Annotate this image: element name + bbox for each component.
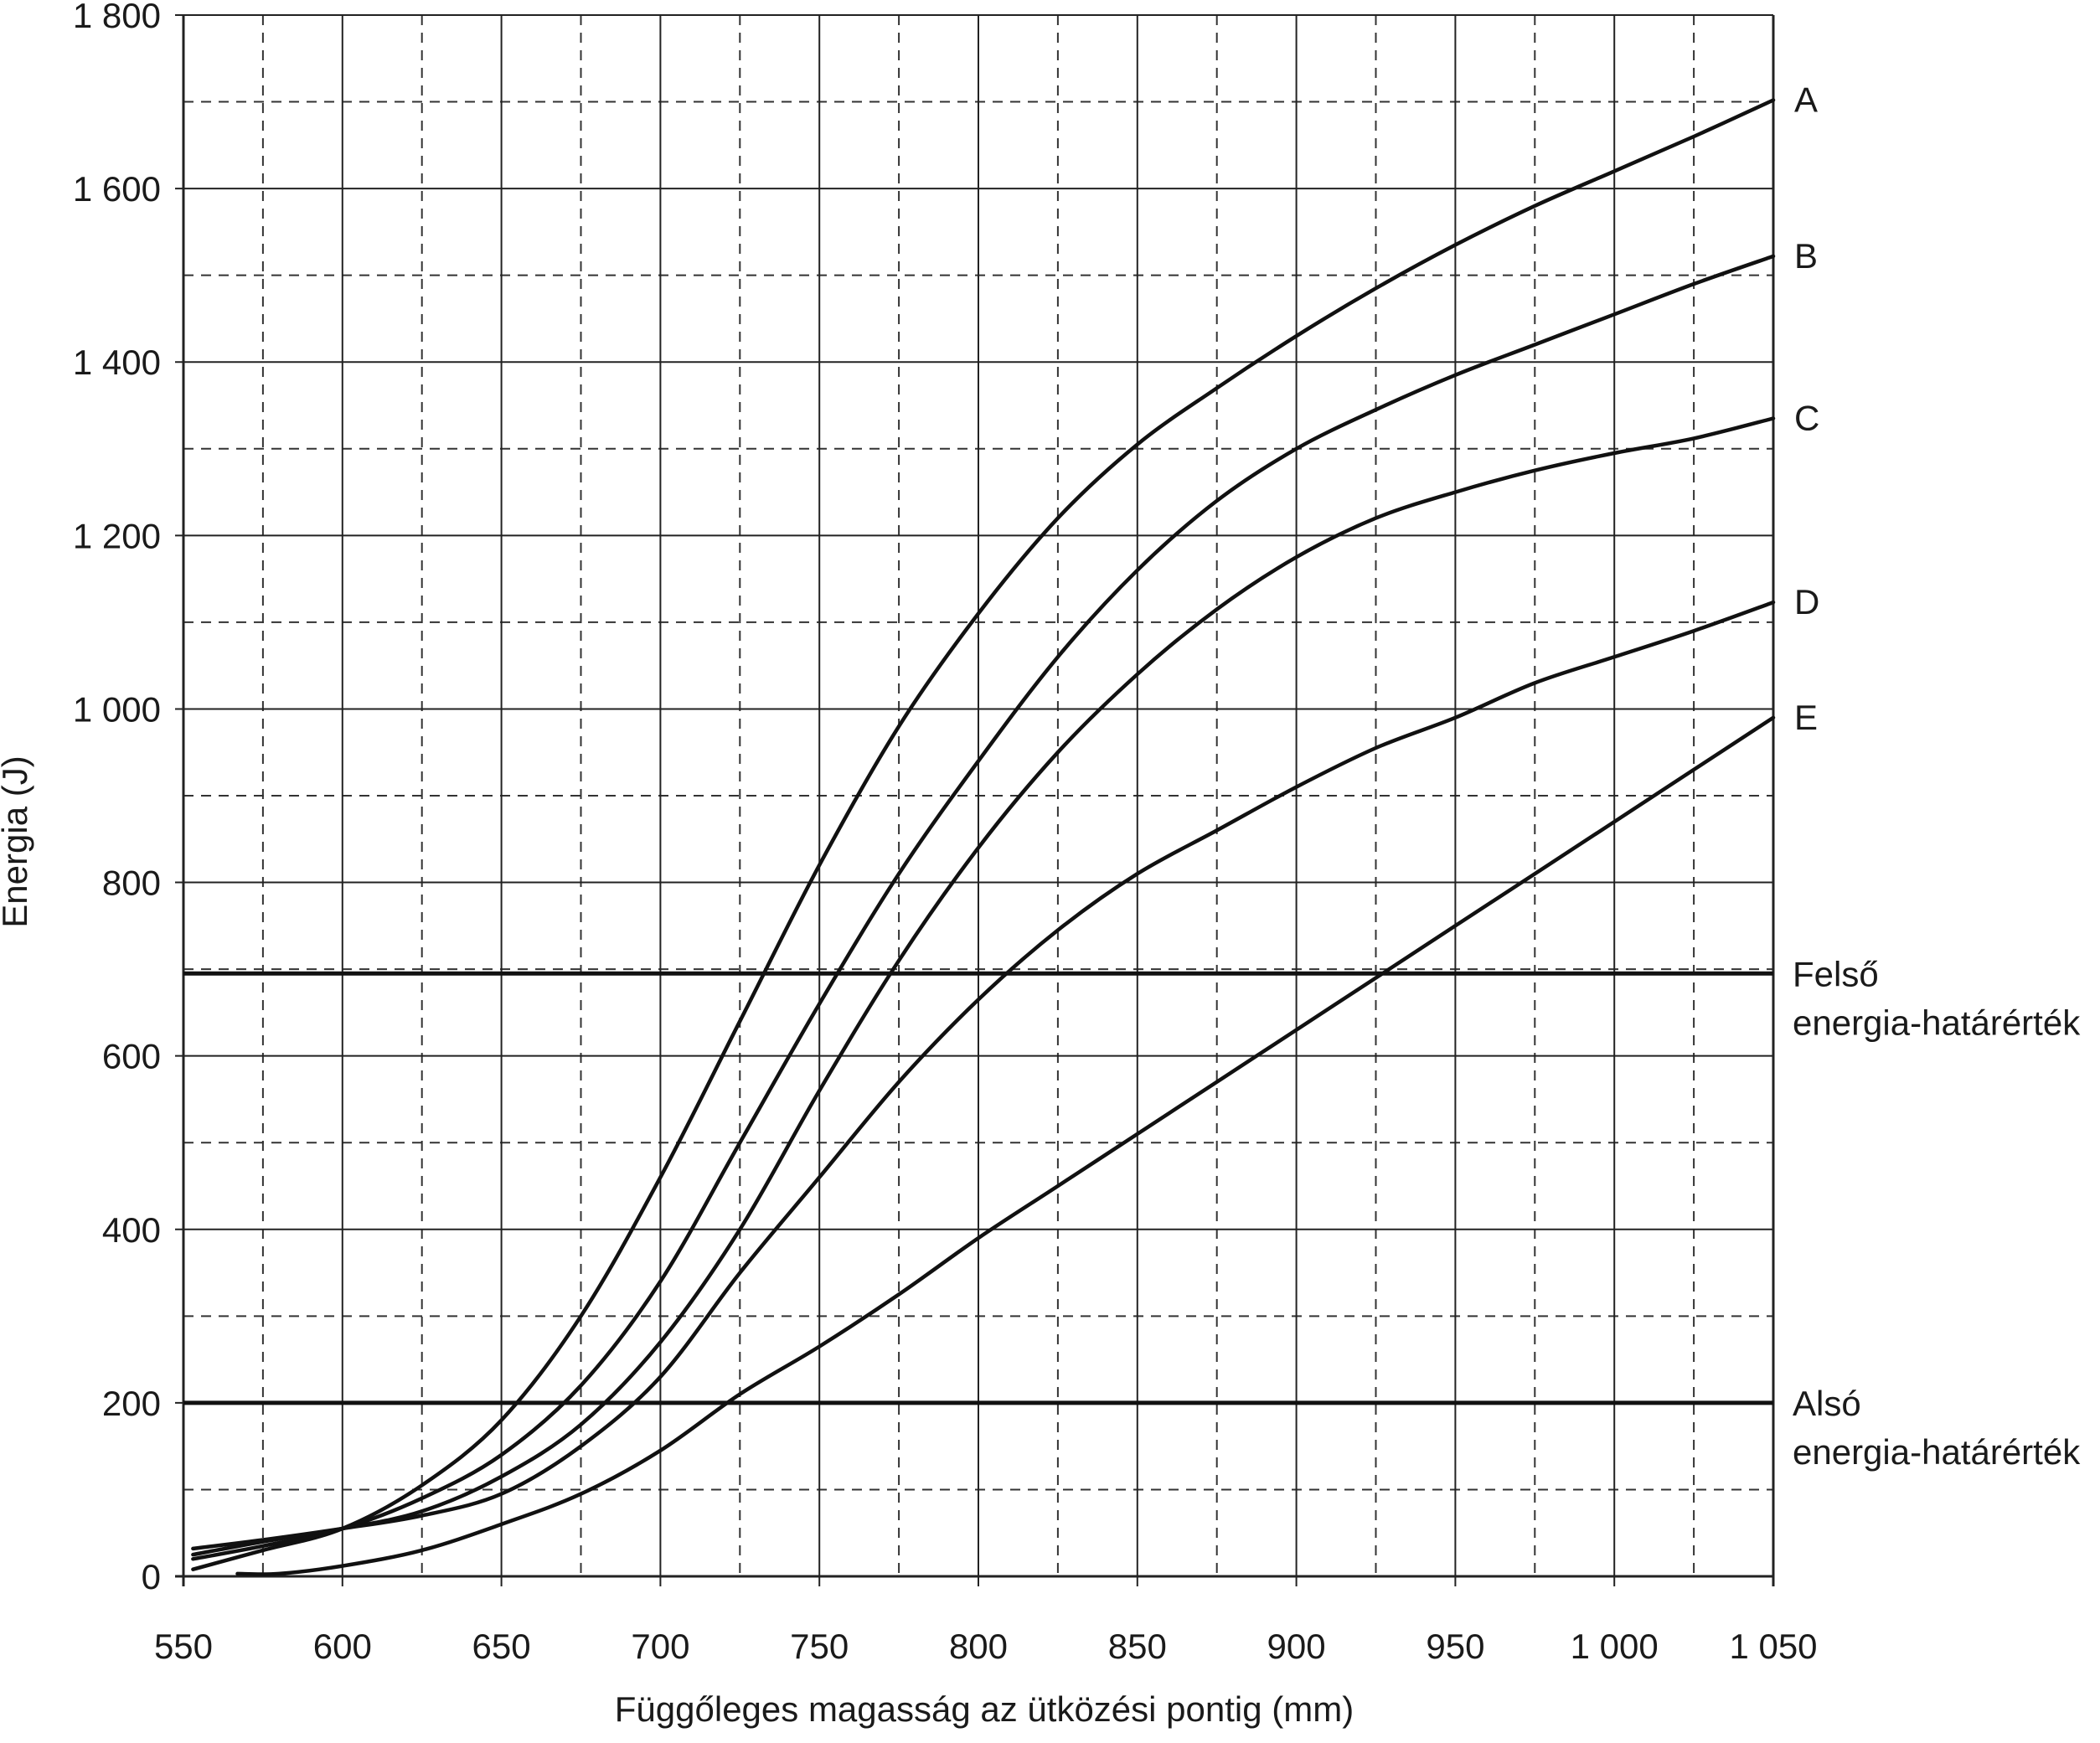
x-tick-label: 1 000 <box>1571 1627 1659 1666</box>
series-line-a <box>191 98 1776 1571</box>
reference-label-line1: Alsó <box>1793 1384 1861 1423</box>
y-tick-label: 200 <box>102 1384 161 1423</box>
x-tick-labels: 550 600 650 700 750 800 850 900 950 1 000 1 050 <box>154 1627 1818 1666</box>
y-tick-label: 0 <box>142 1557 161 1596</box>
x-tick-label: 800 <box>949 1627 1008 1666</box>
series-line-c <box>191 416 1776 1557</box>
series-label-b: B <box>1794 236 1818 276</box>
major-gridlines <box>175 14 1775 1586</box>
reference-label-line1: Felső <box>1793 954 1879 993</box>
y-tick-label: 1 400 <box>73 343 161 382</box>
x-tick-label: 700 <box>631 1627 689 1666</box>
y-axis-title: Energia (J) <box>0 755 34 927</box>
y-tick-labels: 0 200 400 600 800 1 000 1 200 1 400 1 600 1 800 <box>73 0 161 1596</box>
y-tick-label: 800 <box>102 864 161 903</box>
y-tick-label: 1 600 <box>73 169 161 209</box>
series-label-c: C <box>1794 399 1819 438</box>
x-tick-label: 750 <box>790 1627 849 1666</box>
x-tick-label: 650 <box>472 1627 531 1666</box>
series-line-e <box>235 715 1776 1576</box>
x-tick-label: 950 <box>1426 1627 1484 1666</box>
reference-lines <box>183 971 1773 1405</box>
series-label-a: A <box>1794 80 1818 119</box>
series-label-e: E <box>1794 698 1818 737</box>
minor-gridlines <box>183 15 1773 1576</box>
series-line-b <box>191 254 1776 1561</box>
x-tick-label: 900 <box>1267 1627 1326 1666</box>
y-tick-label: 600 <box>102 1037 161 1076</box>
reference-label-line2: energia-határérték <box>1793 1003 2081 1042</box>
x-tick-label: 550 <box>154 1627 213 1666</box>
series-line-d <box>191 600 1776 1551</box>
x-tick-label: 850 <box>1108 1627 1167 1666</box>
y-tick-label: 1 800 <box>73 0 161 35</box>
reference-label-line2: energia-határérték <box>1793 1432 2081 1472</box>
y-tick-label: 400 <box>102 1210 161 1250</box>
series-labels: A B C D E <box>1794 80 1819 736</box>
series-label-d: D <box>1794 582 1819 621</box>
x-tick-label: 600 <box>313 1627 372 1666</box>
series-lines <box>191 98 1776 1576</box>
x-axis-title: Függőleges magasság az ütközési pontig (… <box>615 1689 1354 1729</box>
y-tick-label: 1 000 <box>73 689 161 729</box>
reference-labels: Felső energia-határérték Alsó energia-határ… <box>1793 954 2081 1472</box>
y-tick-label: 1 200 <box>73 516 161 555</box>
x-tick-label: 1 050 <box>1729 1627 1817 1666</box>
